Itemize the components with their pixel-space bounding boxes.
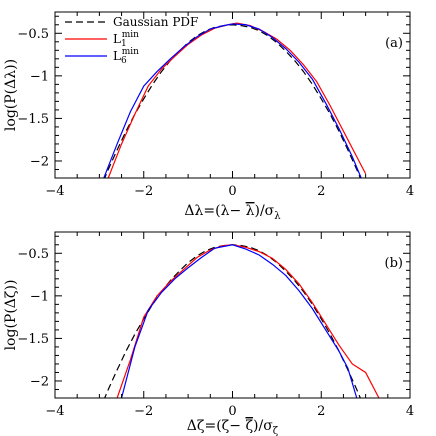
x-axis-label-main: Δλ=(λ−: [184, 203, 245, 219]
y-tick-label: −1: [30, 289, 49, 304]
legend-label-main: L: [113, 32, 121, 46]
x-tick-label: −4: [45, 404, 64, 419]
series-line-gaussian-pdf: [104, 244, 361, 398]
legend-label-sup: min: [122, 30, 139, 40]
x-axis-label-bar: λ: [246, 203, 255, 219]
x-tick-label: 0: [228, 404, 236, 419]
y-tick-label: −1: [30, 69, 49, 84]
x-axis-label: Δλ=(λ− λ)/σλ: [184, 203, 281, 222]
x-tick-label: 2: [317, 184, 325, 199]
x-tick-label: 0: [228, 184, 236, 199]
plot-frame: [54, 11, 411, 179]
series-line-l1min: [116, 244, 380, 398]
panel-label: (b): [385, 256, 403, 271]
legend-label-sup: min: [122, 47, 139, 57]
panel-a: −4 −2 0 2 4 −0.5 −1 −1.5 −2 (a) log(P(Δλ)) Δλ=(λ− λ…: [3, 11, 414, 222]
y-axis-label: log(P(Δζ)): [3, 280, 19, 351]
legend-label-main: L: [113, 49, 121, 63]
y-tick-label: −0.5: [17, 247, 49, 262]
x-axis-label-sub: ζ: [273, 426, 279, 436]
legend-label-main: Gaussian PDF: [113, 15, 198, 29]
series-line-l6min: [120, 244, 358, 398]
x-tick-label: 4: [406, 184, 414, 199]
panel-label: (a): [385, 36, 403, 51]
series-line-l6min: [103, 23, 362, 178]
legend-label-sub: 1: [121, 39, 127, 49]
x-tick-label: −2: [134, 404, 153, 419]
legend-label: L1min: [113, 30, 139, 49]
series-line-gaussian-pdf: [104, 24, 361, 178]
panel-b: −4 −2 0 2 4 −0.5 −1 −1.5 −2 (b) log(P(Δζ)) Δζ=(ζ− ζ…: [3, 231, 414, 436]
y-tick-label: −1.5: [17, 112, 49, 127]
y-tick-label: −2: [30, 154, 49, 169]
x-tick-label: 2: [317, 404, 325, 419]
x-axis-label-main: Δζ=(ζ−: [187, 418, 246, 434]
y-tick-label: −2: [30, 374, 49, 389]
legend-label: L6min: [113, 47, 139, 66]
x-tick-label: 4: [406, 404, 414, 419]
x-axis-label-sub: λ: [274, 211, 281, 222]
x-axis-label-mid: )/σ: [255, 203, 275, 219]
series-line-l1min: [107, 22, 367, 178]
legend-label-sub: 6: [121, 56, 127, 66]
x-axis-label-bar: ζ: [245, 418, 253, 434]
y-tick-label: −1.5: [17, 332, 49, 347]
x-axis-label-mid: )/σ: [253, 418, 273, 434]
x-tick-label: −4: [45, 184, 64, 199]
x-axis-label: Δζ=(ζ− ζ)/σζ: [187, 418, 279, 436]
legend-label: Gaussian PDF: [113, 15, 198, 29]
x-tick-label: −2: [134, 184, 153, 199]
plot-frame: [54, 231, 411, 399]
y-tick-label: −0.5: [17, 27, 49, 42]
y-axis-label: log(P(Δλ)): [3, 59, 19, 131]
